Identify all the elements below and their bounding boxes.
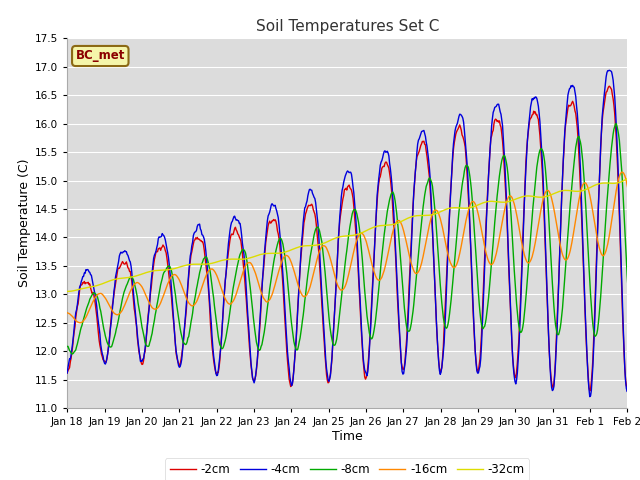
-8cm (244, 265, 252, 271)
-2cm (461, 144, 469, 150)
Y-axis label: Soil Temperature (C): Soil Temperature (C) (18, 159, 31, 288)
-4cm (243, 300, 251, 306)
Text: BC_met: BC_met (76, 49, 125, 62)
-32cm (63, 288, 71, 294)
-16cm (296, 288, 304, 294)
Line: -2cm: -2cm (67, 66, 640, 391)
-32cm (461, 205, 469, 211)
-2cm (428, 213, 435, 219)
-2cm (243, 310, 251, 315)
-2cm (586, 388, 594, 394)
-2cm (63, 370, 71, 376)
-2cm (296, 279, 303, 285)
Line: -4cm: -4cm (67, 51, 640, 396)
-8cm (429, 183, 436, 189)
-32cm (428, 212, 435, 218)
-8cm (68, 351, 76, 357)
-4cm (134, 331, 141, 337)
Line: -16cm: -16cm (67, 152, 640, 323)
-4cm (586, 394, 594, 399)
-16cm (77, 320, 84, 325)
-2cm (273, 222, 280, 228)
Title: Soil Temperatures Set C: Soil Temperatures Set C (255, 20, 439, 35)
-4cm (461, 137, 469, 143)
-16cm (63, 310, 71, 316)
-16cm (244, 260, 252, 266)
X-axis label: Time: Time (332, 430, 363, 443)
-8cm (296, 335, 304, 341)
-4cm (273, 208, 280, 214)
-4cm (296, 277, 303, 283)
-2cm (134, 335, 141, 340)
-16cm (134, 280, 142, 286)
Line: -8cm: -8cm (67, 109, 640, 354)
-32cm (243, 256, 251, 262)
-4cm (428, 207, 435, 213)
Legend: -2cm, -4cm, -8cm, -16cm, -32cm: -2cm, -4cm, -8cm, -16cm, -32cm (165, 458, 529, 480)
-4cm (63, 370, 71, 376)
-8cm (63, 344, 71, 349)
-16cm (462, 218, 470, 224)
Line: -32cm: -32cm (67, 167, 640, 291)
-16cm (274, 273, 282, 279)
-8cm (462, 163, 470, 168)
-8cm (274, 241, 282, 247)
-32cm (296, 244, 303, 250)
-32cm (273, 251, 280, 256)
-16cm (429, 211, 436, 217)
-32cm (134, 273, 141, 278)
-8cm (134, 300, 142, 306)
